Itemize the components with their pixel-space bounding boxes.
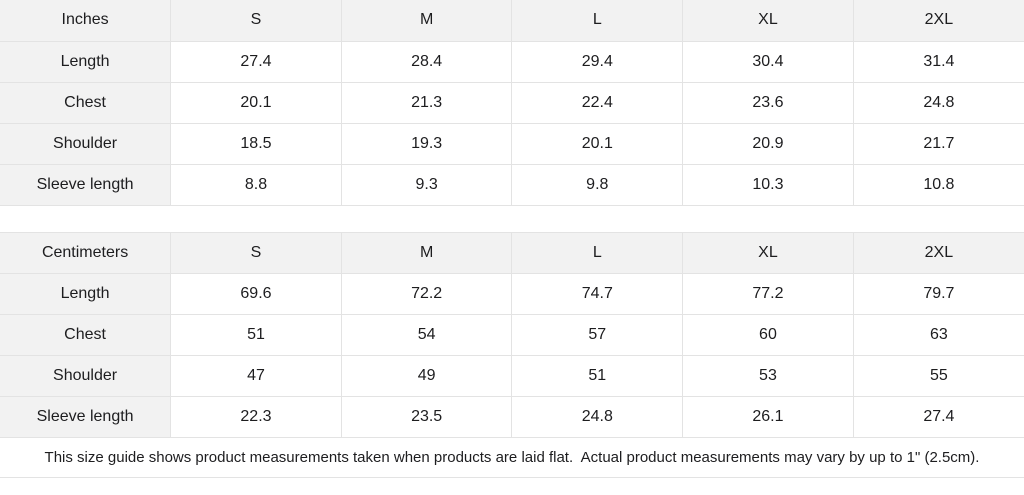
unit-header-centimeters: Centimeters bbox=[0, 231, 172, 274]
centimeters-header-row: Centimeters S M L XL 2XL bbox=[0, 231, 1024, 274]
row-label: Shoulder bbox=[0, 122, 172, 165]
measurement-cell: 77.2 bbox=[682, 272, 854, 315]
measurement-cell: 27.4 bbox=[170, 40, 342, 83]
row-label: Length bbox=[0, 272, 172, 315]
size-col-header-xl: XL bbox=[682, 0, 854, 42]
row-label: Sleeve length bbox=[0, 163, 172, 206]
size-guide-note: This size guide shows product measuremen… bbox=[0, 437, 1024, 478]
inches-header-row: Inches S M L XL 2XL bbox=[0, 0, 1024, 42]
row-label: Sleeve length bbox=[0, 395, 172, 438]
measurement-cell: 54 bbox=[340, 313, 513, 356]
table-row-shoulder: Shoulder 18.5 19.3 20.1 20.9 21.7 bbox=[0, 122, 1024, 165]
measurement-cell: 24.8 bbox=[852, 81, 1024, 124]
measurement-cell: 9.8 bbox=[511, 163, 684, 206]
table-gap bbox=[0, 205, 1024, 232]
measurement-cell: 51 bbox=[511, 354, 684, 397]
measurement-cell: 74.7 bbox=[511, 272, 684, 315]
size-col-header-l: L bbox=[511, 231, 684, 274]
measurement-cell: 55 bbox=[852, 354, 1024, 397]
measurement-cell: 27.4 bbox=[852, 395, 1024, 438]
measurement-cell: 24.8 bbox=[511, 395, 684, 438]
row-label: Shoulder bbox=[0, 354, 172, 397]
row-label: Length bbox=[0, 40, 172, 83]
measurement-cell: 49 bbox=[340, 354, 513, 397]
measurement-cell: 28.4 bbox=[340, 40, 513, 83]
size-col-header-s: S bbox=[170, 231, 342, 274]
table-row-shoulder: Shoulder 47 49 51 53 55 bbox=[0, 354, 1024, 397]
size-col-header-l: L bbox=[511, 0, 684, 42]
size-col-header-2xl: 2XL bbox=[852, 231, 1024, 274]
table-row-chest: Chest 51 54 57 60 63 bbox=[0, 313, 1024, 356]
measurement-cell: 60 bbox=[682, 313, 854, 356]
table-row-length: Length 69.6 72.2 74.7 77.2 79.7 bbox=[0, 272, 1024, 315]
measurement-cell: 20.1 bbox=[170, 81, 342, 124]
measurement-cell: 10.8 bbox=[852, 163, 1024, 206]
table-row-chest: Chest 20.1 21.3 22.4 23.6 24.8 bbox=[0, 81, 1024, 124]
measurement-cell: 10.3 bbox=[682, 163, 854, 206]
measurement-cell: 53 bbox=[682, 354, 854, 397]
row-label: Chest bbox=[0, 313, 172, 356]
size-col-header-2xl: 2XL bbox=[852, 0, 1024, 42]
size-guide-panel: Inches S M L XL 2XL Length 27.4 28.4 29.… bbox=[0, 0, 1024, 478]
measurement-cell: 26.1 bbox=[682, 395, 854, 438]
unit-header-inches: Inches bbox=[0, 0, 172, 42]
measurement-cell: 20.9 bbox=[682, 122, 854, 165]
size-col-header-xl: XL bbox=[682, 231, 854, 274]
measurement-cell: 21.7 bbox=[852, 122, 1024, 165]
measurement-cell: 29.4 bbox=[511, 40, 684, 83]
measurement-cell: 23.6 bbox=[682, 81, 854, 124]
measurement-cell: 9.3 bbox=[340, 163, 513, 206]
measurement-cell: 63 bbox=[852, 313, 1024, 356]
measurement-cell: 51 bbox=[170, 313, 342, 356]
centimeters-table: Centimeters S M L XL 2XL Length 69.6 72.… bbox=[0, 231, 1024, 438]
size-col-header-m: M bbox=[340, 231, 513, 274]
measurement-cell: 22.3 bbox=[170, 395, 342, 438]
measurement-cell: 47 bbox=[170, 354, 342, 397]
measurement-cell: 30.4 bbox=[682, 40, 854, 83]
size-col-header-s: S bbox=[170, 0, 342, 42]
table-row-sleeve-length: Sleeve length 8.8 9.3 9.8 10.3 10.8 bbox=[0, 163, 1024, 206]
measurement-cell: 57 bbox=[511, 313, 684, 356]
measurement-cell: 72.2 bbox=[340, 272, 513, 315]
inches-table: Inches S M L XL 2XL Length 27.4 28.4 29.… bbox=[0, 0, 1024, 206]
size-col-header-m: M bbox=[340, 0, 513, 42]
measurement-cell: 79.7 bbox=[852, 272, 1024, 315]
measurement-cell: 8.8 bbox=[170, 163, 342, 206]
measurement-cell: 21.3 bbox=[340, 81, 513, 124]
measurement-cell: 22.4 bbox=[511, 81, 684, 124]
measurement-cell: 20.1 bbox=[511, 122, 684, 165]
row-label: Chest bbox=[0, 81, 172, 124]
table-row-length: Length 27.4 28.4 29.4 30.4 31.4 bbox=[0, 40, 1024, 83]
table-row-sleeve-length: Sleeve length 22.3 23.5 24.8 26.1 27.4 bbox=[0, 395, 1024, 438]
measurement-cell: 23.5 bbox=[340, 395, 513, 438]
measurement-cell: 69.6 bbox=[170, 272, 342, 315]
measurement-cell: 19.3 bbox=[340, 122, 513, 165]
measurement-cell: 31.4 bbox=[852, 40, 1024, 83]
measurement-cell: 18.5 bbox=[170, 122, 342, 165]
